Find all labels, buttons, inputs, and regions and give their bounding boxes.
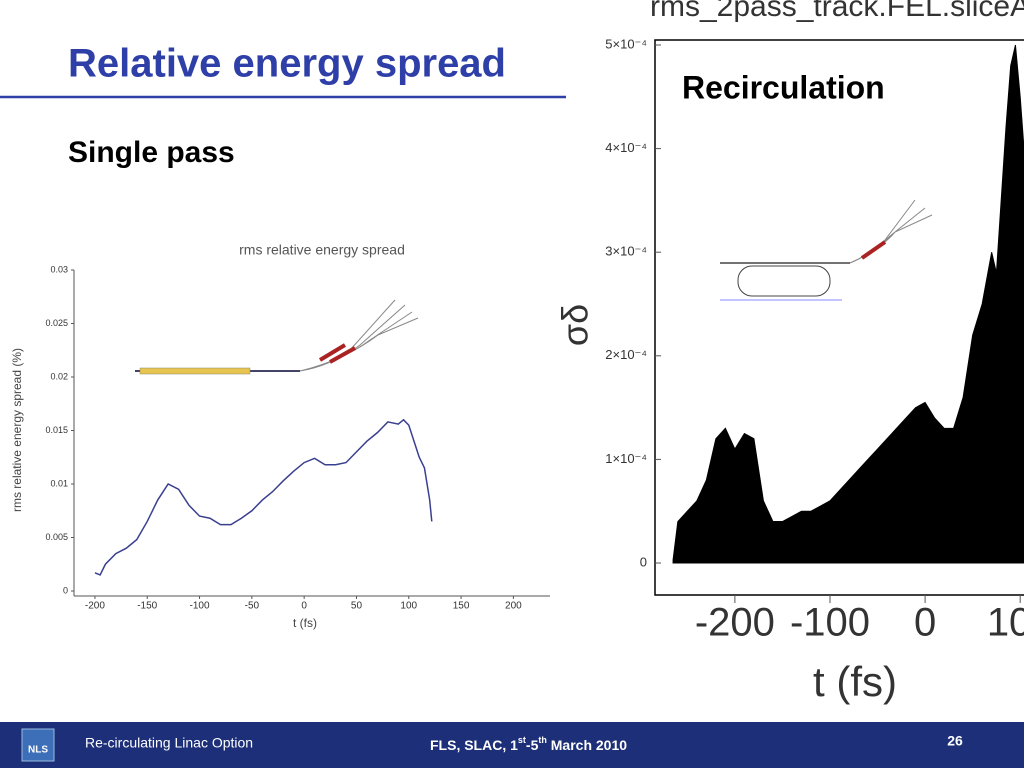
y-tick-label: 5×10⁻⁴ — [605, 36, 647, 51]
machine-layout-recirc — [720, 199, 933, 301]
x-tick-label: 200 — [505, 601, 522, 612]
y-tick-label: 0.01 — [50, 478, 68, 488]
y-tick-label: 0 — [640, 554, 647, 569]
x-tick-label: -100 — [190, 601, 210, 612]
y-tick-label: 1×10⁻⁴ — [605, 451, 647, 466]
footer-part: FLS, SLAC, 1 — [430, 737, 518, 753]
data-line — [94, 418, 433, 576]
y-tick-label: 0.015 — [45, 425, 68, 435]
x-tick-label: -200 — [85, 601, 105, 612]
x-tick-label: 100 — [400, 601, 417, 612]
x-tick-label: 0 — [301, 601, 307, 612]
footer-bar — [0, 722, 1024, 768]
x-axis-label: t (fs) — [293, 616, 317, 630]
y-tick-label: 4×10⁻⁴ — [605, 140, 647, 155]
right-heading: Recirculation — [682, 69, 885, 105]
x-tick-label: -50 — [245, 601, 260, 612]
y-tick-label: 0.02 — [50, 371, 68, 381]
plot-frame — [654, 39, 1024, 596]
footer-part: st — [518, 735, 526, 745]
x-tick-label: -100 — [790, 601, 870, 645]
x-tick-label: -150 — [137, 601, 157, 612]
footer-part: th — [538, 735, 547, 745]
chart-title: rms_2pass_track.FEL.sliceAnaly — [650, 0, 1024, 23]
footer-center: FLS, SLAC, 1st-5th March 2010 — [430, 735, 627, 752]
machine-layout — [135, 299, 419, 375]
logo-box — [21, 728, 55, 762]
logo: NLS — [28, 745, 48, 756]
chart-title: rms relative energy spread — [239, 242, 405, 258]
x-axis-label: t (fs) — [813, 658, 897, 705]
footer-part: -5 — [526, 737, 539, 753]
x-tick-label: 150 — [453, 601, 470, 612]
footer-left: Re-circulating Linac Option — [85, 735, 253, 751]
y-tick-label: 3×10⁻⁴ — [605, 244, 647, 259]
y-tick-label: 0.025 — [45, 318, 68, 328]
y-tick-label: 0.005 — [45, 532, 68, 542]
y-tick-label: 0 — [63, 585, 68, 595]
left-heading: Single pass — [68, 136, 235, 169]
data-area — [672, 44, 1024, 564]
y-axis-label: σδ — [555, 304, 596, 346]
slide-title: Relative energy spread — [68, 42, 506, 86]
x-tick-label: 0 — [914, 601, 936, 645]
y-axis-label: rms relative energy spread (%) — [10, 348, 24, 512]
y-tick-label: 0.03 — [50, 264, 68, 274]
x-tick-label: -200 — [695, 601, 775, 645]
x-tick-label: 100 — [987, 601, 1024, 645]
y-tick-label: 2×10⁻⁴ — [605, 347, 647, 362]
page-number: 26 — [947, 733, 963, 749]
x-tick-label: 50 — [351, 601, 363, 612]
footer-part: March 2010 — [547, 737, 627, 753]
